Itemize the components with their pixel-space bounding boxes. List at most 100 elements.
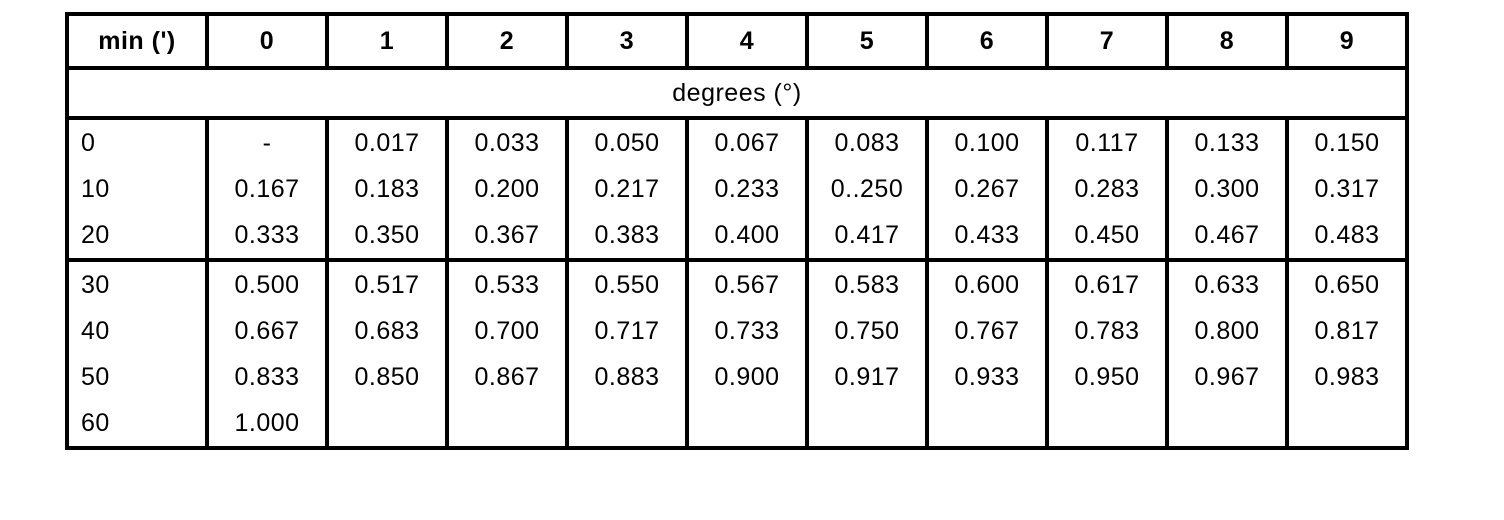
value-cell (1045, 400, 1169, 448)
value-cell: 0.233 (685, 166, 809, 212)
value-cell (805, 400, 929, 448)
minutes-to-degrees-table: min (') 0 1 2 3 4 5 6 7 8 9 degrees (°) 0-0.017 0.0… (65, 12, 1409, 450)
table-row-10min: 10 0.167 0.183 0.200 0.217 0.233 0..250 0.267 0.… (65, 166, 1409, 212)
col-header-4: 4 (685, 12, 809, 70)
value-cell: 0.083 (805, 116, 929, 166)
value-cell: 1.000 (205, 400, 329, 448)
degrees-unit-label: degrees (°) (65, 66, 1409, 120)
col-header-min: min (') (65, 12, 209, 70)
value-cell: 0.017 (325, 116, 449, 166)
value-cell: 0.500 (205, 258, 329, 308)
value-cell: 0.650 (1285, 258, 1409, 308)
col-header-0: 0 (205, 12, 329, 70)
value-cell: 0.400 (685, 212, 809, 260)
value-cell (445, 400, 569, 448)
value-cell: 0.567 (685, 258, 809, 308)
value-cell: 0.300 (1165, 166, 1289, 212)
value-cell: 0.433 (925, 212, 1049, 260)
value-cell: 0.217 (565, 166, 689, 212)
col-header-7: 7 (1045, 12, 1169, 70)
value-cell: 0.383 (565, 212, 689, 260)
value-cell: 0.950 (1045, 354, 1169, 400)
value-cell: 0.783 (1045, 308, 1169, 354)
value-cell: 0.933 (925, 354, 1049, 400)
value-cell: 0.633 (1165, 258, 1289, 308)
value-cell (925, 400, 1049, 448)
value-cell: 0.100 (925, 116, 1049, 166)
value-cell: 0.133 (1165, 116, 1289, 166)
value-cell: 0.800 (1165, 308, 1289, 354)
value-cell: 0.167 (205, 166, 329, 212)
value-cell: 0.667 (205, 308, 329, 354)
value-cell: 0.817 (1285, 308, 1409, 354)
value-cell: 0.317 (1285, 166, 1409, 212)
col-header-3: 3 (565, 12, 689, 70)
value-cell: 0.200 (445, 166, 569, 212)
row-label-30min: 30 (65, 258, 209, 308)
value-cell: 0.450 (1045, 212, 1169, 260)
value-cell: 0.350 (325, 212, 449, 260)
value-cell: 0.750 (805, 308, 929, 354)
value-cell: 0.700 (445, 308, 569, 354)
unit-row: degrees (°) (65, 66, 1409, 120)
col-header-9: 9 (1285, 12, 1409, 70)
value-cell: 0.967 (1165, 354, 1289, 400)
value-cell: 0.617 (1045, 258, 1169, 308)
value-cell: 0.883 (565, 354, 689, 400)
value-cell: 0.483 (1285, 212, 1409, 260)
table-row-60min: 60 1.000 (65, 400, 1409, 448)
value-cell: 0.917 (805, 354, 929, 400)
col-header-1: 1 (325, 12, 449, 70)
value-cell: 0.467 (1165, 212, 1289, 260)
value-cell: 0.333 (205, 212, 329, 260)
table-row-50min: 50 0.833 0.850 0.867 0.883 0.900 0.917 0.933 0.9… (65, 354, 1409, 400)
col-header-5: 5 (805, 12, 929, 70)
value-cell: 0.683 (325, 308, 449, 354)
col-header-6: 6 (925, 12, 1049, 70)
minutes-to-degrees-table-wrap: min (') 0 1 2 3 4 5 6 7 8 9 degrees (°) 0-0.017 0.0… (65, 12, 1409, 450)
col-header-8: 8 (1165, 12, 1289, 70)
row-label-0min: 0 (65, 116, 209, 166)
value-cell: 0.367 (445, 212, 569, 260)
value-cell: 0.183 (325, 166, 449, 212)
value-cell: 0.733 (685, 308, 809, 354)
value-cell: 0.767 (925, 308, 1049, 354)
value-cell: - (205, 116, 329, 166)
row-label-20min: 20 (65, 212, 209, 260)
value-cell: 0.583 (805, 258, 929, 308)
value-cell: 0.267 (925, 166, 1049, 212)
table-row-20min: 20 0.333 0.350 0.367 0.383 0.400 0.417 0.433 0.4… (65, 212, 1409, 260)
value-cell: 0.833 (205, 354, 329, 400)
value-cell: 0.050 (565, 116, 689, 166)
value-cell: 0.033 (445, 116, 569, 166)
value-cell: 0.517 (325, 258, 449, 308)
value-cell: 0.717 (565, 308, 689, 354)
value-cell (1285, 400, 1409, 448)
value-cell: 0.283 (1045, 166, 1169, 212)
table-body: degrees (°) 0-0.017 0.033 0.050 0.067 0.083 0… (65, 66, 1409, 448)
value-cell: 0.867 (445, 354, 569, 400)
value-cell (685, 400, 809, 448)
value-cell (1165, 400, 1289, 448)
row-label-50min: 50 (65, 354, 209, 400)
header-row: min (') 0 1 2 3 4 5 6 7 8 9 (65, 12, 1409, 70)
row-label-40min: 40 (65, 308, 209, 354)
value-cell: 0..250 (805, 166, 929, 212)
value-cell: 0.533 (445, 258, 569, 308)
value-cell (325, 400, 449, 448)
value-cell: 0.983 (1285, 354, 1409, 400)
table-row-0min: 0-0.017 0.033 0.050 0.067 0.083 0.100 0.117 0.1… (65, 116, 1409, 166)
table-row-30min: 30 0.500 0.517 0.533 0.550 0.567 0.583 0.600 0.6… (65, 258, 1409, 308)
value-cell (565, 400, 689, 448)
value-cell: 0.600 (925, 258, 1049, 308)
value-cell: 0.117 (1045, 116, 1169, 166)
value-cell: 0.550 (565, 258, 689, 308)
value-cell: 0.417 (805, 212, 929, 260)
value-cell: 0.150 (1285, 116, 1409, 166)
table-row-40min: 40 0.667 0.683 0.700 0.717 0.733 0.750 0.767 0.7… (65, 308, 1409, 354)
value-cell: 0.900 (685, 354, 809, 400)
value-cell: 0.850 (325, 354, 449, 400)
row-label-10min: 10 (65, 166, 209, 212)
row-label-60min: 60 (65, 400, 209, 448)
